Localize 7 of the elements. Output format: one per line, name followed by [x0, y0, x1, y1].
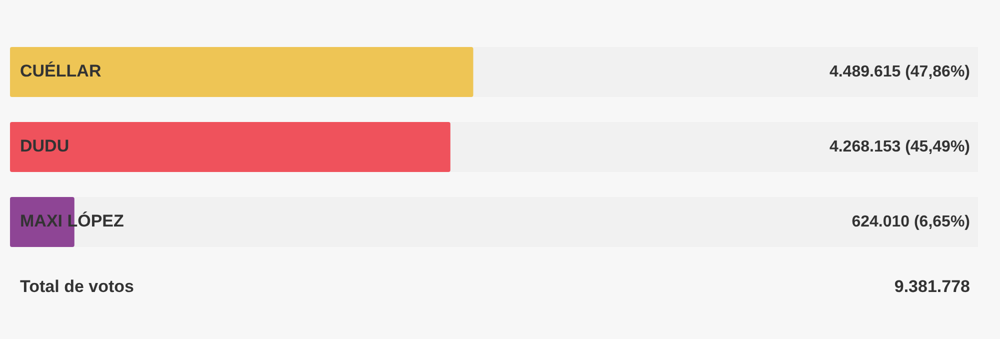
- data-label: 4.268.153 (45,49%): [829, 138, 970, 156]
- data-label: 4.489.615 (47,86%): [829, 63, 970, 80]
- text: 9.381.778: [894, 277, 970, 297]
- data-label: 624.010 (6,65%): [852, 213, 970, 230]
- text: Total de votos: [20, 277, 134, 297]
- y-tick-label: CUÉLLAR: [20, 60, 102, 81]
- y-tick-label: DUDU: [20, 136, 70, 156]
